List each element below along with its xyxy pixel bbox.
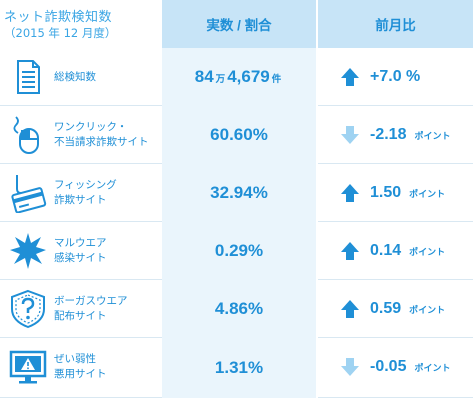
arrow-down-icon (341, 358, 359, 376)
change-unit: ポイント (414, 131, 451, 142)
row-label-cell: ワンクリック・ 不当請求詐欺サイト (0, 106, 162, 164)
row-compare-cell: -0.05 ポイント (316, 338, 473, 398)
row-compare-cell: 0.59 ポイント (316, 280, 473, 338)
change-unit: ポイント (409, 305, 446, 316)
change-value: -0.05 (370, 358, 407, 375)
row-value: 84 万 4,679 件 (195, 67, 284, 87)
row-compare-cell: 0.14 ポイント (316, 222, 473, 280)
row-value-cell: 84 万 4,679 件 (162, 48, 316, 106)
row-value-cell: 0.29% (162, 222, 316, 280)
row-label-line: 配布サイト (54, 310, 107, 322)
mouse-icon (13, 116, 39, 154)
arrow-up-icon (341, 184, 359, 202)
change-value: 0.59 (370, 300, 402, 317)
table-row: フィッシング 詐欺サイト 32.94% 1.50 ポイント (0, 164, 473, 222)
change-value: 1.50 (370, 184, 402, 201)
row-change: -0.05 ポイント (370, 338, 450, 396)
row-compare-cell: -2.18 ポイント (316, 106, 473, 164)
change-unit: ポイント (409, 247, 446, 258)
document-icon (17, 60, 40, 94)
row-compare-cell: 1.50 ポイント (316, 164, 473, 222)
row-change: -2.18 ポイント (370, 106, 450, 164)
row-label-cell: 総検知数 (0, 48, 162, 106)
fishing-card-icon (11, 175, 47, 213)
row-value-cell: 32.94% (162, 164, 316, 222)
change-unit: ポイント (409, 189, 446, 200)
row-label-line: 不当請求詐欺サイト (54, 136, 149, 148)
table-row: 総検知数 84 万 4,679 件 +7.0 % (0, 48, 473, 106)
malware-burst-icon (10, 233, 46, 269)
change-value: +7.0 % (370, 68, 421, 85)
value-unit: 件 (271, 74, 282, 85)
row-change: 0.59 ポイント (370, 280, 445, 338)
table-row: ボーガスウエア 配布サイト 4.86% 0.59 ポイント (0, 280, 473, 338)
change-value: -2.18 (370, 126, 407, 143)
row-label-cell: ぜい弱性 悪用サイト (0, 338, 162, 396)
row-label-line: 詐欺サイト (54, 194, 107, 206)
table-row: ワンクリック・ 不当請求詐欺サイト 60.60% -2.18 ポイント (0, 106, 473, 164)
row-label: ボーガスウエア 配布サイト (54, 280, 128, 338)
column-header-value: 実数 / 割合 (162, 0, 316, 48)
row-value: 32.94% (210, 183, 268, 202)
row-label-cell: マルウエア 感染サイト (0, 222, 162, 280)
row-value-cell: 1.31% (162, 338, 316, 398)
row-label-line: 総検知数 (54, 70, 96, 83)
column-header-value-label: 実数 / 割合 (206, 18, 272, 33)
row-label: ワンクリック・ 不当請求詐欺サイト (54, 106, 149, 164)
change-value: 0.14 (370, 242, 402, 259)
column-header-compare-label: 前月比 (375, 18, 416, 33)
page-title: ネット詐欺検知数 (4, 10, 113, 25)
row-value: 4.86% (214, 299, 264, 318)
row-value-cell: 60.60% (162, 106, 316, 164)
row-label-line: ボーガスウエア (54, 295, 128, 307)
table-row: ぜい弱性 悪用サイト 1.31% -0.05 ポイント (0, 338, 473, 398)
arrow-up-icon (341, 300, 359, 318)
row-value-cell: 4.86% (162, 280, 316, 338)
row-value: 0.29% (214, 241, 264, 260)
row-label-cell: ボーガスウエア 配布サイト (0, 280, 162, 338)
row-label: ぜい弱性 悪用サイト (54, 338, 107, 396)
row-change: 1.50 ポイント (370, 164, 445, 222)
change-unit: ポイント (414, 363, 451, 374)
row-label-cell: フィッシング 詐欺サイト (0, 164, 162, 222)
shield-question-icon (11, 289, 45, 329)
row-value: 60.60% (210, 125, 268, 144)
row-label-line: 悪用サイト (54, 368, 107, 380)
row-compare-cell: +7.0 % (316, 48, 473, 106)
row-change: +7.0 % (370, 48, 420, 106)
row-label-line: ぜい弱性 (54, 353, 96, 365)
table-row: マルウエア 感染サイト 0.29% 0.14 ポイント (0, 222, 473, 280)
arrow-down-icon (341, 126, 359, 144)
table-header: ネット詐欺検知数 （2015 年 12 月度） 実数 / 割合 前月比 (0, 0, 473, 48)
header-title-cell: ネット詐欺検知数 （2015 年 12 月度） (0, 0, 162, 48)
arrow-up-icon (341, 242, 359, 260)
row-label-line: フィッシング (54, 179, 117, 191)
value-unit: 万 (215, 74, 226, 85)
row-label-line: マルウエア (54, 237, 107, 249)
value-number: 4,679 (227, 67, 270, 86)
row-change: 0.14 ポイント (370, 222, 445, 280)
row-label: フィッシング 詐欺サイト (54, 164, 117, 222)
row-label: マルウエア 感染サイト (54, 222, 107, 280)
row-label: 総検知数 (54, 48, 96, 106)
monitor-alert-icon (9, 350, 47, 384)
page-subtitle: （2015 年 12 月度） (4, 26, 117, 40)
row-label-line: ワンクリック・ (54, 121, 128, 133)
arrow-up-icon (341, 68, 359, 86)
value-number: 84 (194, 67, 214, 86)
row-label-line: 感染サイト (54, 252, 107, 264)
row-value: 1.31% (214, 358, 264, 377)
column-header-compare: 前月比 (316, 0, 473, 48)
